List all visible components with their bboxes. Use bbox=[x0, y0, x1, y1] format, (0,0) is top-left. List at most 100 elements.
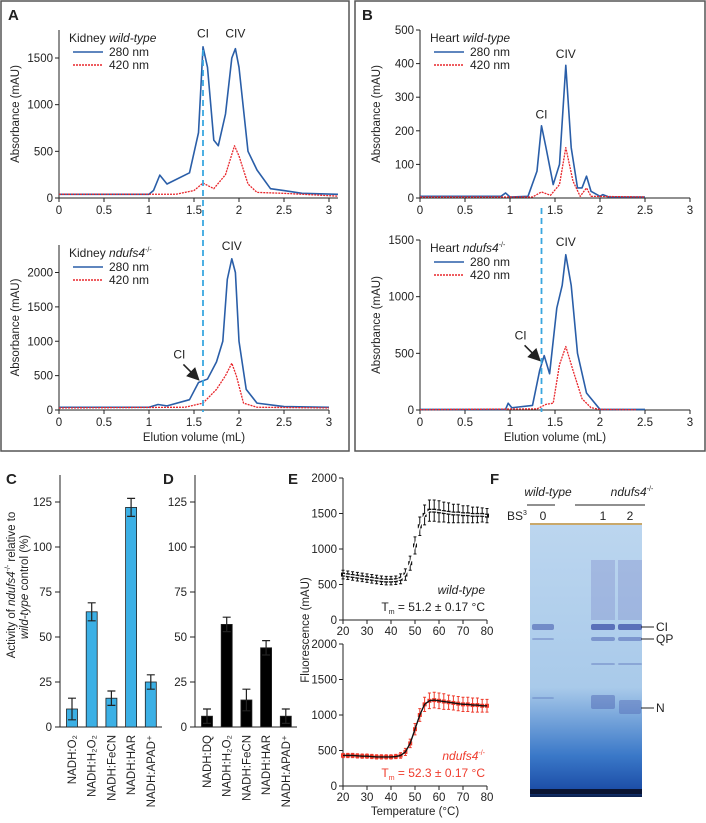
x-tick-label: 0.5 bbox=[457, 417, 473, 429]
panel-b-frame bbox=[354, 0, 706, 452]
y-tick-label: 1000 bbox=[388, 292, 414, 304]
x-tick-label: 3 bbox=[326, 205, 332, 217]
sample-label: ndufs4-/- bbox=[442, 749, 485, 763]
x-tick-label: 60 bbox=[433, 792, 446, 804]
x-tick-label: 3 bbox=[687, 205, 693, 217]
y-tick-label: 500 bbox=[318, 746, 337, 758]
x-tick-label: 2 bbox=[597, 205, 603, 217]
category-label: NADH:HAR bbox=[261, 735, 273, 795]
x-tick-label: 1.5 bbox=[547, 417, 563, 429]
category-label: NADH:FeCN bbox=[241, 735, 253, 801]
y-axis-label: Fluorescence (mAU) bbox=[300, 577, 312, 683]
x-tick-label: 60 bbox=[433, 626, 446, 638]
x-tick-label: 2 bbox=[236, 205, 242, 217]
fit-line bbox=[343, 699, 487, 758]
error-bar bbox=[281, 708, 290, 724]
x-tick-label: 50 bbox=[409, 626, 422, 638]
legend-label: 280 nm bbox=[109, 260, 149, 274]
gel-band bbox=[618, 663, 642, 665]
y-tick-label: 300 bbox=[395, 92, 414, 104]
gel-smear bbox=[618, 560, 642, 620]
gel-band bbox=[591, 637, 615, 641]
x-tick-label: 1.5 bbox=[547, 205, 563, 217]
peak-label: CI bbox=[536, 108, 548, 122]
y-tick-label: 1500 bbox=[27, 302, 53, 314]
category-label: NADH:H₂O₂ bbox=[222, 735, 234, 797]
bar bbox=[260, 647, 273, 728]
gel-band bbox=[619, 700, 641, 714]
gel-band bbox=[618, 624, 642, 630]
legend-label: 280 nm bbox=[109, 45, 149, 59]
group-label-wild-type: wild-type bbox=[524, 485, 572, 499]
category-label: NADH:DQ bbox=[202, 735, 214, 788]
y-tick-label: 1000 bbox=[27, 100, 53, 112]
y-axis-label-line2: wild-type control (%) bbox=[19, 535, 31, 639]
series-line-420-nm bbox=[58, 362, 330, 409]
lane-label: 0 bbox=[540, 509, 547, 523]
y-tick-label: 0 bbox=[408, 405, 414, 417]
legend-title: Heart ndufs4-/- bbox=[430, 241, 506, 255]
x-tick-label: 0 bbox=[417, 205, 423, 217]
series-line-280-nm bbox=[420, 64, 645, 198]
gel-band bbox=[532, 697, 554, 699]
y-tick-label: 0 bbox=[181, 722, 187, 734]
arrow bbox=[182, 363, 200, 381]
x-tick-label: 0 bbox=[417, 417, 423, 429]
category-label: NADH:APAD⁺ bbox=[146, 735, 158, 807]
y-tick-label: 100 bbox=[395, 159, 414, 171]
y-tick-label: 1500 bbox=[27, 53, 53, 65]
peak-label: CIV bbox=[222, 239, 242, 253]
y-tick-label: 0 bbox=[331, 615, 337, 627]
gel-band bbox=[591, 663, 615, 665]
chromatogram-B-bottom: 0 0.5 1 1.5 2 2.5 3 0 500 1000 1500 Absorbance (mAU… bbox=[371, 235, 693, 444]
y-tick-label: 1500 bbox=[311, 675, 337, 687]
chromatogram-B-top: 0 0.5 1 1.5 2 2.5 3 0 100 200 300 400 500 Absorbance … bbox=[371, 25, 693, 217]
x-tick-label: 80 bbox=[481, 792, 494, 804]
y-tick-label: 2000 bbox=[27, 268, 53, 280]
y-tick-label: 50 bbox=[174, 632, 187, 644]
lane-label: 1 bbox=[600, 509, 607, 523]
y-tick-label: 25 bbox=[174, 677, 187, 689]
tm-label: Tm = 52.3 ± 0.17 °C bbox=[381, 766, 485, 782]
melt-curve-E-bottom: 20 30 40 50 60 70 80 0 500 1000 1500 2000 ndufs4-/- T… bbox=[311, 639, 493, 818]
y-tick-label: 25 bbox=[39, 677, 52, 689]
band-label: N bbox=[656, 701, 665, 715]
x-tick-label: 1 bbox=[146, 417, 152, 429]
y-tick-label: 0 bbox=[408, 193, 414, 205]
legend-label: 420 nm bbox=[470, 58, 510, 72]
melt-curve-E-top: 20 30 40 50 60 70 80 0 500 1000 1500 2000 wild-type T… bbox=[311, 473, 493, 638]
peak-label: CIV bbox=[556, 47, 576, 61]
bar-chart-C: 0 25 50 75 100 125 NADH:O₂ NADH:H₂O₂ NADH:FeCN NA… bbox=[5, 475, 162, 807]
x-tick-label: 40 bbox=[385, 792, 398, 804]
y-tick-label: 75 bbox=[174, 587, 187, 599]
gel-band bbox=[532, 624, 554, 630]
y-axis-label-line1: Activity of ndufs4-/- relative to bbox=[5, 512, 18, 659]
category-label: NADH:FeCN bbox=[106, 735, 118, 801]
x-tick-label: 1.5 bbox=[186, 205, 202, 217]
y-tick-label: 2000 bbox=[311, 473, 337, 485]
error-bar bbox=[146, 674, 155, 690]
gel-dye-front bbox=[530, 789, 642, 794]
y-tick-label: 125 bbox=[168, 497, 187, 509]
y-tick-label: 125 bbox=[33, 497, 52, 509]
bar bbox=[125, 506, 137, 728]
x-tick-label: 50 bbox=[409, 792, 422, 804]
x-tick-label: 3 bbox=[326, 417, 332, 429]
x-tick-label: 70 bbox=[457, 626, 470, 638]
bar bbox=[85, 611, 98, 728]
fit-line bbox=[342, 509, 488, 582]
error-bar bbox=[87, 602, 96, 622]
peak-label: CIV bbox=[225, 26, 245, 40]
x-tick-label: 70 bbox=[457, 792, 470, 804]
x-tick-label: 20 bbox=[337, 792, 350, 804]
y-tick-label: 1500 bbox=[388, 235, 414, 247]
chromatogram-A-bottom: 0 0.5 1 1.5 2 2.5 3 0 500 1000 1500 2000 Absorbance … bbox=[10, 239, 332, 444]
y-tick-label: 50 bbox=[39, 632, 52, 644]
x-axis-label: Temperature (°C) bbox=[371, 806, 459, 818]
y-tick-label: 500 bbox=[318, 580, 337, 592]
error-bar bbox=[203, 708, 211, 724]
y-tick-label: 0 bbox=[47, 193, 53, 205]
y-tick-label: 0 bbox=[331, 781, 337, 793]
error-bar bbox=[242, 688, 251, 712]
